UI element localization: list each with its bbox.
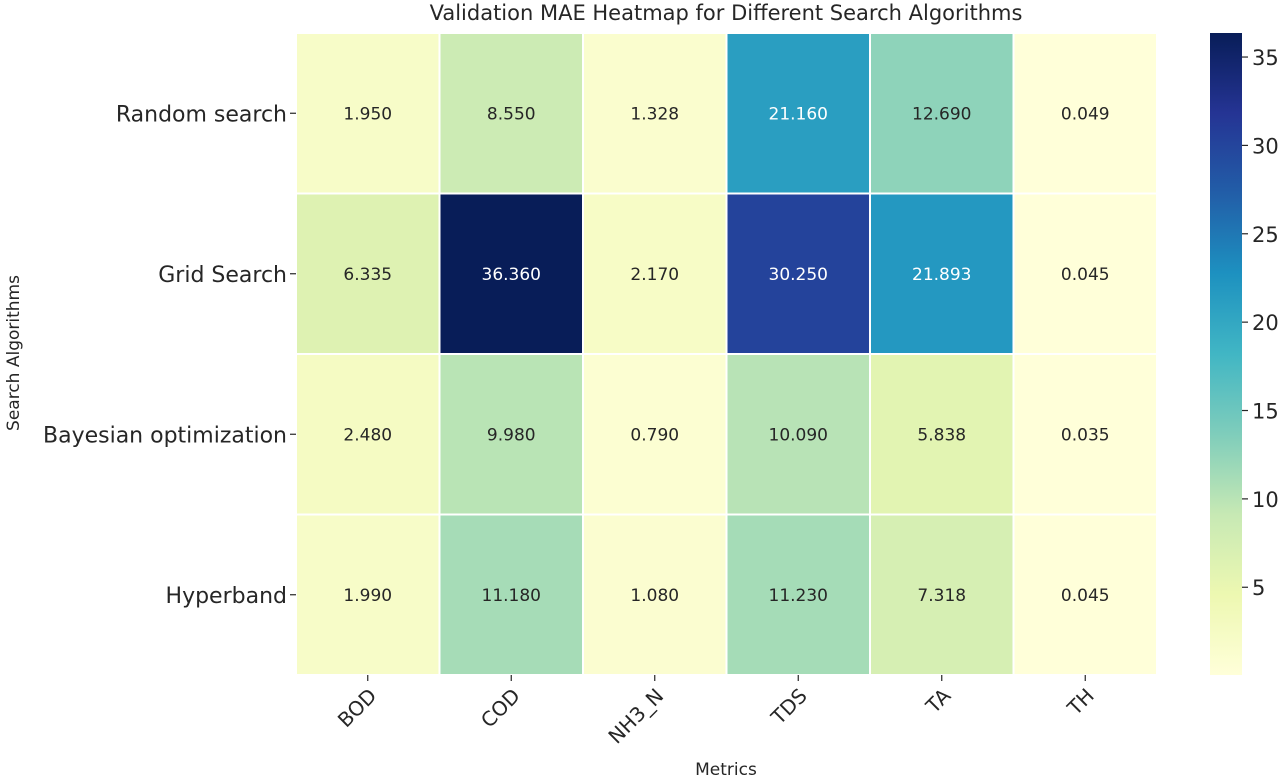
- x-tick-label: BOD: [333, 684, 381, 732]
- cell-value-label: 12.690: [912, 104, 971, 124]
- cell-value-label: 1.950: [343, 104, 392, 124]
- cell-value-label: 21.893: [912, 265, 971, 285]
- cell-value-label: 9.980: [487, 425, 536, 445]
- x-tick-label: TA: [920, 683, 955, 718]
- cell-value-label: 21.160: [769, 104, 828, 124]
- y-axis-label: Search Algorithms: [4, 275, 24, 431]
- cell-value-label: 36.360: [482, 265, 541, 285]
- colorbar-tick-label: 10: [1252, 488, 1279, 512]
- cell-value-label: 10.090: [769, 425, 828, 445]
- cell-value-label: 1.990: [343, 586, 392, 606]
- cell-value-label: 30.250: [769, 265, 828, 285]
- heatmap-cell: [295, 353, 441, 516]
- x-tick-label: NH3_N: [603, 684, 668, 749]
- cell-value-label: 0.035: [1061, 425, 1110, 445]
- cell-value-label: 11.180: [482, 586, 541, 606]
- heatmap-cells: 1.950 8.550 1.328 21.160 12.690 0.049 6.335 36.…: [295, 32, 1158, 676]
- heatmap-cell: [1012, 353, 1158, 516]
- cell-value-label: 5.838: [917, 425, 966, 445]
- heatmap-cell: [582, 513, 728, 676]
- colorbar-tick-label: 5: [1252, 576, 1265, 600]
- colorbar-tick-label: 35: [1252, 46, 1279, 70]
- y-tick-label: Random search: [116, 102, 287, 127]
- x-tick-label: TH: [1062, 684, 1099, 721]
- cell-value-label: 0.049: [1061, 104, 1110, 124]
- cell-value-label: 2.170: [630, 265, 679, 285]
- colorbar-tick-label: 15: [1252, 400, 1279, 424]
- row-labels: Random search Grid Search Bayesian optimiz…: [43, 102, 296, 609]
- x-tick-label: TDS: [766, 684, 812, 730]
- heatmap-cell: [725, 513, 871, 676]
- heatmap-cell: [1012, 192, 1158, 355]
- cell-value-label: 0.045: [1061, 586, 1110, 606]
- heatmap-cell: [1012, 32, 1158, 195]
- heatmap-cell: [725, 192, 871, 355]
- cell-value-label: 1.080: [630, 586, 679, 606]
- cell-value-label: 8.550: [487, 104, 536, 124]
- y-tick-label: Hyperband: [166, 584, 287, 609]
- cell-value-label: 11.230: [769, 586, 828, 606]
- heatmap-cell: [1012, 513, 1158, 676]
- heatmap-cell: [869, 513, 1015, 676]
- y-tick-label: Bayesian optimization: [43, 423, 287, 448]
- cell-value-label: 1.328: [630, 104, 679, 124]
- heatmap-cell: [725, 353, 871, 516]
- colorbar-tick-label: 30: [1252, 134, 1279, 158]
- cell-value-label: 7.318: [917, 586, 966, 606]
- heatmap-cell: [295, 32, 441, 195]
- x-tick-label: COD: [476, 684, 525, 733]
- x-axis-label: Metrics: [695, 760, 757, 780]
- cell-value-label: 6.335: [343, 265, 392, 285]
- heatmap-cell: [438, 353, 584, 516]
- chart-title: Validation MAE Heatmap for Different Sea…: [430, 1, 1023, 25]
- colorbar-bar: [1210, 33, 1242, 675]
- heatmap-cell: [438, 32, 584, 195]
- heatmap-cell: [869, 353, 1015, 516]
- y-tick-label: Grid Search: [158, 263, 287, 288]
- colorbar: 5 10 15 20 25 30 35: [1210, 33, 1279, 675]
- colorbar-tick-label: 25: [1252, 223, 1279, 247]
- heatmap-cell: [438, 192, 584, 355]
- heatmap-cell: [582, 32, 728, 195]
- heatmap-cell: [438, 513, 584, 676]
- heatmap-cell: [295, 513, 441, 676]
- cell-value-label: 2.480: [343, 425, 392, 445]
- heatmap-cell: [869, 32, 1015, 195]
- cell-value-label: 0.045: [1061, 265, 1110, 285]
- cell-value-label: 0.790: [630, 425, 679, 445]
- heatmap-cell: [725, 32, 871, 195]
- column-labels: BOD COD NH3_N TDS TA TH: [333, 675, 1099, 748]
- colorbar-tick-label: 20: [1252, 311, 1279, 335]
